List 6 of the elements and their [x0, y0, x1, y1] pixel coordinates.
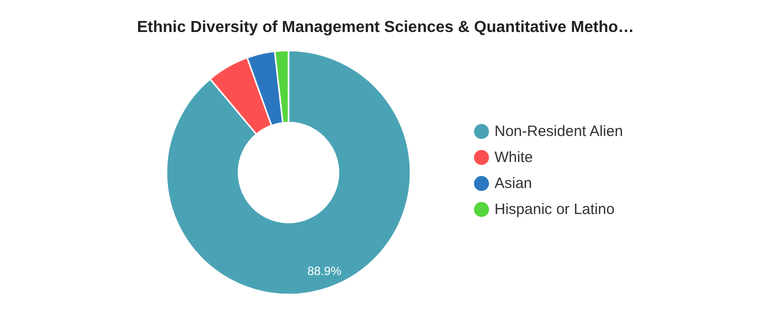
legend-label: Hispanic or Latino	[494, 201, 615, 218]
legend-label: Asian	[494, 175, 532, 192]
legend-label: White	[494, 149, 533, 166]
data-label: 88.9%	[307, 264, 342, 278]
chart-title: Ethnic Diversity of Management Sciences & Quantitative Metho…	[137, 19, 634, 36]
legend-label: Non-Resident Alien	[494, 123, 623, 140]
